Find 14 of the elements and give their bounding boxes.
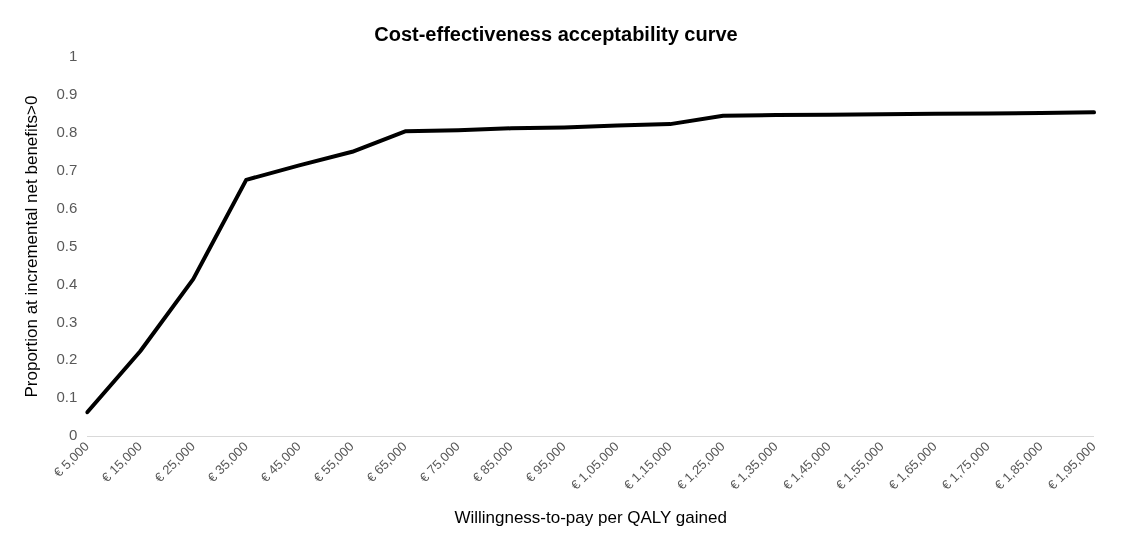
y-tick-label: 0.6 bbox=[56, 198, 78, 216]
y-tick-label: 0.4 bbox=[56, 274, 78, 292]
y-axis-title: Proportion at incremental net benefits>0 bbox=[21, 95, 41, 398]
chart-title: Cost-effectiveness acceptability curve bbox=[374, 22, 738, 45]
y-tick-label: 0.7 bbox=[56, 160, 78, 178]
y-tick-label: 0.2 bbox=[56, 350, 78, 368]
y-tick-label: 0.8 bbox=[56, 122, 78, 140]
y-tick-label: 0.3 bbox=[56, 312, 78, 330]
y-tick-label: 1 bbox=[68, 47, 78, 65]
y-tick-label: 0.1 bbox=[56, 388, 78, 406]
x-axis-title: Willingness-to-pay per QALY gained bbox=[454, 508, 727, 528]
y-tick-label: 0 bbox=[68, 426, 78, 444]
y-tick-label: 0.5 bbox=[56, 236, 78, 254]
y-tick-label: 0.9 bbox=[56, 85, 78, 103]
